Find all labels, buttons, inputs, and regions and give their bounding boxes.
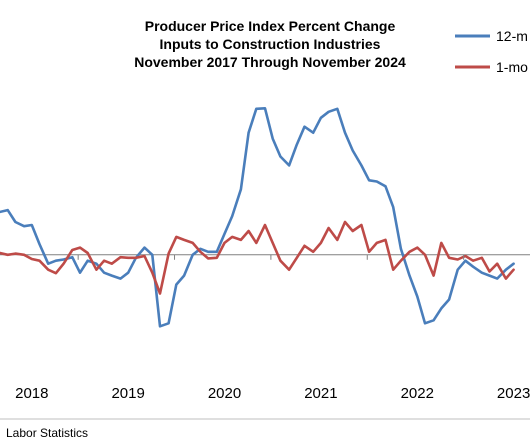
x-tick-label: 2021 [304, 385, 337, 402]
legend-label-1mo: 1-mo [496, 59, 528, 75]
chart-title: Producer Price Index Percent Change Inpu… [134, 18, 406, 70]
legend: 12-m 1-mo [455, 28, 528, 75]
series-group [0, 107, 515, 328]
x-axis: 2018 2019 2020 2021 2022 2023 [15, 254, 530, 402]
legend-label-12m: 12-m [496, 28, 528, 44]
chart-title-line-1: Producer Price Index Percent Change [145, 18, 396, 34]
chart-title-line-2: Inputs to Construction Industries [160, 36, 381, 52]
x-tick-label: 2023 [497, 385, 530, 402]
series-line-12m [0, 107, 515, 328]
x-tick-label: 2019 [111, 385, 144, 402]
series-line-1mo [0, 220, 515, 295]
source-note: Labor Statistics [6, 426, 88, 440]
x-tick-label: 2018 [15, 385, 48, 402]
chart-title-line-3: November 2017 Through November 2024 [134, 54, 406, 70]
x-tick-label: 2020 [208, 385, 241, 402]
x-tick-label: 2022 [401, 385, 434, 402]
